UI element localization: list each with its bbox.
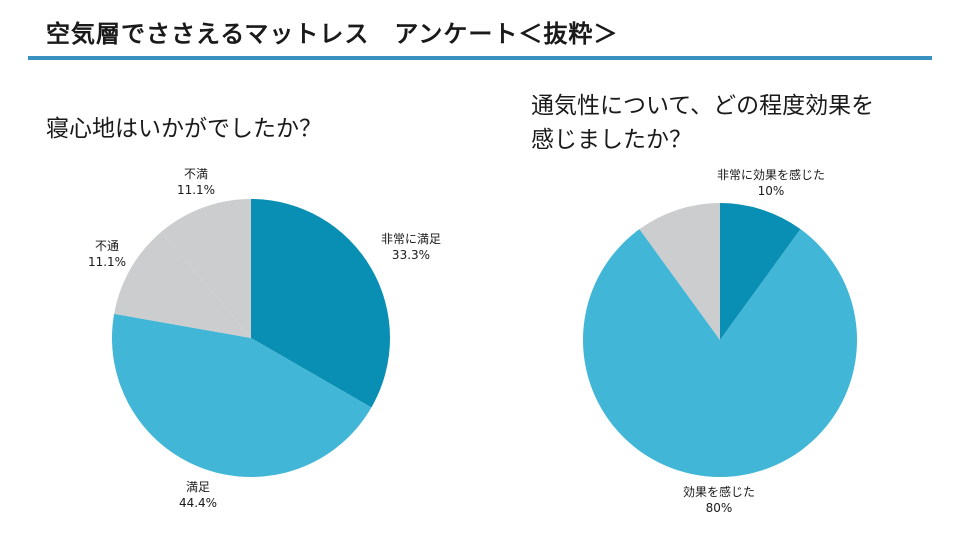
slice-name: 非常に効果を感じた	[716, 168, 826, 182]
chart2-question: 通気性について、どの程度効果を 感じましたか？	[531, 89, 874, 157]
slice-value: 33.3%	[391, 248, 431, 262]
chart1-slice-satisfied	[111, 313, 372, 478]
chart2-question-line2: 感じましたか？	[531, 127, 692, 153]
slice-name: 効果を感じた	[682, 485, 756, 499]
chart2-slice-label-very-effective: 非常に効果を感じた 10%	[717, 167, 825, 199]
chart1-slice-label-dissatisfied: 不満 11.1%	[177, 166, 215, 198]
page-title: 空気層でささえるマットレス アンケート＜抜粋＞	[46, 20, 619, 48]
chart2-slice-other	[639, 203, 720, 340]
title-divider	[28, 56, 932, 60]
slice-name: 満足	[185, 480, 210, 494]
slice-value: 11.1%	[87, 255, 127, 269]
chart2-question-line1: 通気性について、どの程度効果を	[531, 93, 875, 119]
slice-name: 非常に満足	[380, 232, 442, 246]
chart2-slice-effective	[582, 229, 857, 477]
chart1-question: 寝心地はいかがでしたか？	[46, 116, 322, 142]
slice-value: 10%	[757, 184, 785, 198]
slice-name: 不満	[183, 167, 208, 181]
chart1-slice-very-satisfied	[251, 198, 391, 408]
pie-chart-breathability	[582, 203, 857, 477]
pie-chart-sleep-comfort	[111, 198, 391, 478]
chart1-slice-label-very-satisfied: 非常に満足 33.3%	[381, 231, 441, 263]
slice-value: 80%	[705, 501, 733, 515]
slice-value: 11.1%	[176, 183, 216, 197]
chart2-slice-very-effective	[720, 203, 801, 340]
chart1-slice-neutral	[114, 231, 251, 338]
chart1-slice-label-satisfied: 満足 44.4%	[179, 479, 217, 511]
chart2-slice-label-effective: 効果を感じた 80%	[683, 484, 755, 516]
chart1-slice-label-neutral: 不通 11.1%	[88, 238, 126, 270]
chart1-slice-dissatisfied	[161, 198, 251, 338]
slice-value: 44.4%	[178, 496, 218, 510]
slice-name: 不通	[94, 239, 119, 253]
